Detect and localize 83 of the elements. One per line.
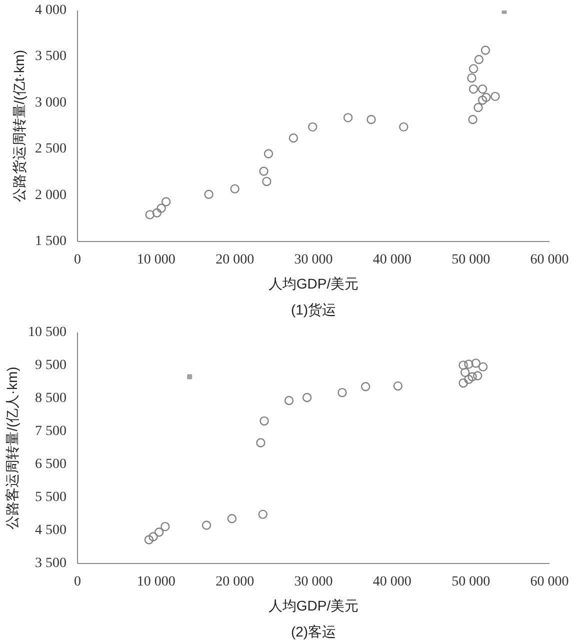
x-axis-title: 人均GDP/美元 [268,598,359,614]
point [202,520,212,530]
point [482,92,491,102]
y-tick-label: 10 500 [28,325,66,340]
point [230,184,240,194]
y-axis-title: 公路货运周转量/(亿t·km) [11,50,27,202]
x-axis-title: 人均GDP/美元 [268,276,359,292]
point [360,382,370,392]
point [288,133,298,143]
point [478,96,488,105]
point [256,438,266,448]
point [471,358,480,368]
point [468,64,478,74]
point [458,378,468,388]
point [468,372,477,382]
point [468,84,478,94]
y-tick-label: 2 500 [35,142,66,157]
x-tick-label: 50 000 [452,252,490,268]
point [393,381,403,391]
point [464,360,474,369]
x-tick-label: 20 000 [216,574,254,590]
point [308,122,318,132]
point [187,374,192,380]
x-tick-label: 40 000 [372,252,412,268]
x-tick-label: 10 000 [136,574,176,590]
y-tick-label: 2 000 [35,188,66,203]
point [468,114,478,124]
point [343,113,353,122]
y-tick-label: 9 500 [35,358,66,373]
y-tick-label: 3 500 [35,556,66,571]
x-tick-label: 0 [74,252,81,268]
point [262,176,272,186]
x-tick-label: 40 000 [372,574,412,590]
y-tick-label: 3 000 [35,95,66,110]
point [284,396,294,406]
point [156,204,166,213]
y-tick-label: 3 500 [35,49,66,64]
point [204,190,214,199]
point [302,392,312,402]
point [366,114,376,124]
y-axis-title: 公路客运周转量/(亿人·km) [4,366,20,530]
text: (2)客运 [290,624,336,640]
y-tick-label: 1 500 [35,234,66,249]
x-tick-label: 0 [74,574,81,590]
point [460,368,470,378]
point [148,532,158,542]
point [474,102,483,112]
point [260,416,269,426]
point [264,149,274,158]
y-tick-label: 4 000 [35,3,66,18]
point [161,197,171,206]
point [464,374,474,384]
x-tick-label: 60 000 [530,574,569,590]
point [152,208,162,218]
point [259,166,268,176]
y-tick-label: 7 500 [35,424,66,439]
point [338,388,347,398]
point [467,73,476,83]
point [490,92,500,102]
point [227,514,237,524]
point [160,522,170,532]
x-tick-label: 30 000 [294,574,333,590]
point [154,528,164,537]
point [480,46,490,55]
y-tick-label: 4 500 [35,523,66,538]
y-tick-label: 5 500 [35,490,66,505]
point [258,510,268,519]
point [478,362,488,372]
x-tick-label: 20 000 [216,252,254,268]
text: (1)货运 [290,302,336,318]
x-tick-label: 60 000 [530,252,569,268]
y-tick-label: 6 500 [35,457,66,472]
point [458,360,468,370]
x-tick-label: 30 000 [294,252,333,268]
point [145,210,154,220]
point [399,122,408,132]
point [144,535,154,544]
point [478,84,488,94]
point [473,371,482,380]
x-tick-label: 50 000 [452,574,490,590]
x-tick-label: 10 000 [136,252,176,268]
y-tick-label: 8 500 [35,391,66,406]
point [474,54,484,64]
